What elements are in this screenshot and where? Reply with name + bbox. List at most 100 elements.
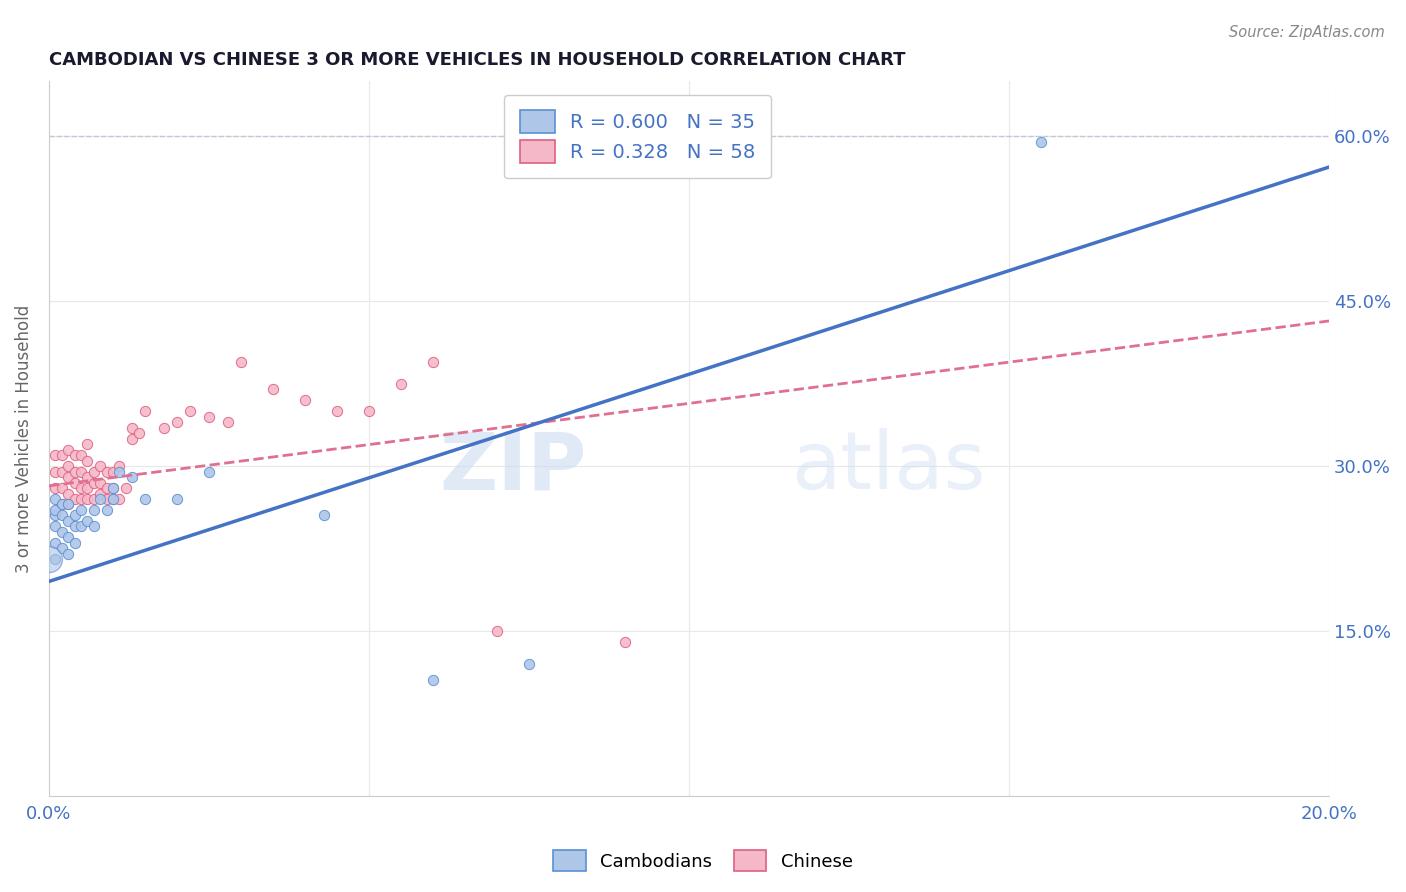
Point <box>517 657 540 671</box>
Point <box>76 470 98 484</box>
Point <box>70 519 93 533</box>
Point <box>44 503 66 517</box>
Point <box>101 465 124 479</box>
Point <box>63 508 86 523</box>
Point <box>83 465 105 479</box>
Point <box>89 475 111 490</box>
Point <box>101 491 124 506</box>
Point <box>134 404 156 418</box>
Point <box>121 432 143 446</box>
Point <box>51 481 73 495</box>
Point <box>1029 135 1052 149</box>
Point <box>56 498 79 512</box>
Point <box>44 481 66 495</box>
Point <box>51 508 73 523</box>
Point <box>56 470 79 484</box>
Point <box>63 536 86 550</box>
Point <box>83 475 105 490</box>
Point <box>422 354 444 368</box>
Point <box>96 465 118 479</box>
Point <box>262 382 284 396</box>
Point <box>51 448 73 462</box>
Point <box>70 448 93 462</box>
Point <box>229 354 252 368</box>
Point <box>357 404 380 418</box>
Point <box>166 415 188 429</box>
Point <box>89 458 111 473</box>
Point <box>56 486 79 500</box>
Point <box>56 531 79 545</box>
Point <box>56 514 79 528</box>
Point <box>56 498 79 512</box>
Point <box>121 470 143 484</box>
Point <box>44 491 66 506</box>
Point <box>101 481 124 495</box>
Point <box>108 465 131 479</box>
Point <box>63 465 86 479</box>
Y-axis label: 3 or more Vehicles in Household: 3 or more Vehicles in Household <box>15 304 32 573</box>
Point <box>38 552 60 566</box>
Point <box>44 508 66 523</box>
Point <box>101 481 124 495</box>
Point <box>314 508 336 523</box>
Point <box>96 481 118 495</box>
Point <box>76 514 98 528</box>
Point <box>121 420 143 434</box>
Point <box>51 465 73 479</box>
Point <box>63 448 86 462</box>
Point <box>198 409 221 424</box>
Point <box>422 673 444 688</box>
Point <box>76 481 98 495</box>
Point <box>108 458 131 473</box>
Point <box>89 486 111 500</box>
Text: atlas: atlas <box>792 428 986 506</box>
Legend: R = 0.600   N = 35, R = 0.328   N = 58: R = 0.600 N = 35, R = 0.328 N = 58 <box>505 95 772 178</box>
Point <box>614 635 637 649</box>
Point <box>70 481 93 495</box>
Text: Source: ZipAtlas.com: Source: ZipAtlas.com <box>1229 25 1385 40</box>
Point <box>294 393 316 408</box>
Point <box>166 491 188 506</box>
Point <box>51 498 73 512</box>
Point <box>56 458 79 473</box>
Point <box>76 437 98 451</box>
Point <box>56 547 79 561</box>
Point <box>153 420 176 434</box>
Point <box>114 481 136 495</box>
Point <box>44 536 66 550</box>
Point <box>51 498 73 512</box>
Point <box>96 491 118 506</box>
Point <box>44 519 66 533</box>
Text: ZIP: ZIP <box>439 428 586 506</box>
Point <box>389 376 412 391</box>
Point <box>76 453 98 467</box>
Point <box>96 503 118 517</box>
Legend: Cambodians, Chinese: Cambodians, Chinese <box>546 843 860 879</box>
Point <box>198 465 221 479</box>
Point <box>89 491 111 506</box>
Point <box>70 503 93 517</box>
Text: CAMBODIAN VS CHINESE 3 OR MORE VEHICLES IN HOUSEHOLD CORRELATION CHART: CAMBODIAN VS CHINESE 3 OR MORE VEHICLES … <box>49 51 905 69</box>
Point <box>83 503 105 517</box>
Point <box>56 442 79 457</box>
Point <box>108 491 131 506</box>
Point <box>63 475 86 490</box>
Point <box>51 541 73 556</box>
Point <box>63 519 86 533</box>
Point <box>128 425 150 440</box>
Point <box>83 491 105 506</box>
Point <box>44 552 66 566</box>
Point <box>326 404 349 418</box>
Point <box>70 465 93 479</box>
Point <box>63 491 86 506</box>
Point <box>179 404 201 418</box>
Point <box>44 465 66 479</box>
Point <box>134 491 156 506</box>
Point <box>217 415 239 429</box>
Point <box>70 491 93 506</box>
Point <box>101 491 124 506</box>
Point <box>485 624 508 638</box>
Point <box>76 491 98 506</box>
Point <box>51 524 73 539</box>
Point <box>44 448 66 462</box>
